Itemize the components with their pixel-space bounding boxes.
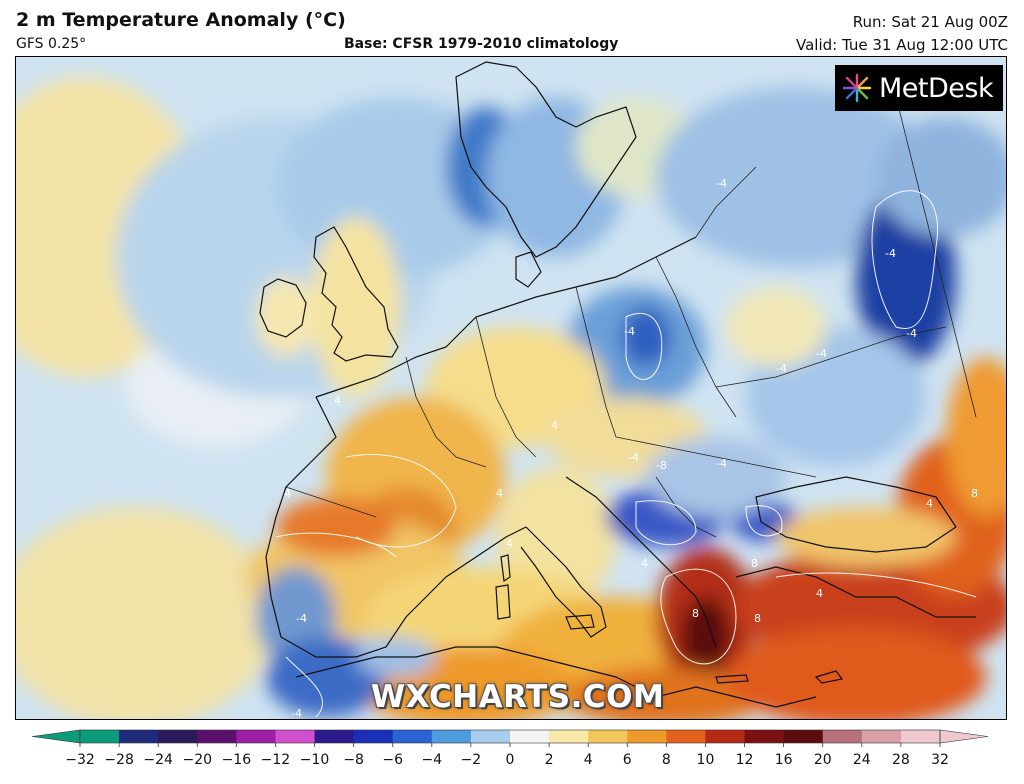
colorbar-tick-label: 4 [584, 752, 593, 768]
colorbar-tick-label: 2 [545, 752, 554, 768]
colorbar-min-arrow [31, 729, 81, 744]
colorbar-tick-label: −2 [461, 752, 482, 768]
colorbar-tick-label: −10 [300, 752, 330, 768]
colorbar-ticks: −32 −28 −24 −20 −16 −12 −10 −8 −6 −4 −2 0 2 4 6 8 10 12 16… [65, 743, 949, 768]
metdesk-logo: MetDesk [835, 65, 1003, 111]
contour-label: 4 [284, 487, 291, 500]
colorbar-tick-label: 16 [775, 752, 793, 768]
colorbar-tick-label: −12 [261, 752, 291, 768]
country-borders [285, 96, 977, 538]
colorbar-tick-label: 0 [506, 752, 515, 768]
colorbar-swatch [119, 730, 159, 743]
model-label: GFS 0.25° [16, 36, 87, 52]
colorbar-tick-label: 12 [736, 752, 754, 768]
contour-label: -4 [906, 327, 917, 340]
colorbar-swatch [353, 730, 394, 743]
colorbar-tick-label: −32 [65, 752, 95, 768]
colorbar-swatch [510, 730, 550, 743]
colorbar-swatch [314, 730, 355, 743]
contour-label: 4 [551, 419, 558, 432]
colorbar-tick-label: −4 [421, 752, 442, 768]
colorbar-swatch [588, 730, 628, 743]
contour-label: -4 [776, 362, 787, 375]
contour-label: 8 [754, 612, 761, 625]
colorbar-max-arrow [939, 729, 989, 744]
temperature-anomaly-map[interactable]: -4 -4 -4 -4 -4 -4 -4 -4 -4 -4 -8 4 4 4 4… [15, 56, 1007, 720]
colorbar-tick-label: −8 [343, 752, 364, 768]
colorbar-tick-label: −24 [143, 752, 173, 768]
colorbar-swatch [392, 730, 433, 743]
colorbar-swatch [197, 730, 237, 743]
contour-label: 8 [971, 487, 978, 500]
colorbar-swatch [783, 730, 824, 743]
chart-title: 2 m Temperature Anomaly (°C) [16, 9, 346, 31]
colorbar-tick-label: 6 [623, 752, 632, 768]
colorbar-swatches [31, 729, 989, 744]
colorbar-swatch [470, 730, 511, 743]
colorbar-swatch [549, 730, 589, 743]
colorbar-legend: −32 −28 −24 −20 −16 −12 −10 −8 −6 −4 −2 0 2 4 6 8 10 12 16… [31, 729, 989, 768]
colorbar-tick-label: 24 [853, 752, 871, 768]
run-time-label: Run: Sat 21 Aug 00Z [852, 13, 1008, 31]
map-canvas: -4 -4 -4 -4 -4 -4 -4 -4 -4 -4 -8 4 4 4 4… [16, 57, 1006, 719]
wxcharts-watermark: WXCHARTS.COM [371, 679, 665, 715]
colorbar-swatch [431, 730, 472, 743]
contour-label-group: -4 -4 -4 -4 -4 -4 -4 -4 -4 -4 -8 4 4 4 4… [284, 177, 978, 719]
contour-label: -4 [296, 612, 307, 625]
colorbar-swatch [705, 730, 746, 743]
colorbar-tick-label: −28 [104, 752, 134, 768]
contour-label: -4 [628, 451, 639, 464]
contour-label: 4 [816, 587, 823, 600]
contour-label: 4 [334, 394, 341, 407]
contour-label: 4 [641, 557, 648, 570]
climatology-base-label: Base: CFSR 1979-2010 climatology [344, 36, 619, 52]
colorbar-swatch [744, 730, 785, 743]
contour-label: 8 [751, 557, 758, 570]
colorbar-swatch [900, 730, 941, 743]
contour-label: -4 [816, 347, 827, 360]
contour-label: 4 [926, 497, 933, 510]
colorbar-tick-label: 8 [662, 752, 671, 768]
contour-label: 8 [692, 607, 699, 620]
colorbar-tick-label: 28 [892, 752, 910, 768]
colorbar-tick-label: −20 [182, 752, 212, 768]
coastlines [259, 61, 976, 708]
metdesk-logo-text: MetDesk [879, 72, 994, 104]
valid-time-label: Valid: Tue 31 Aug 12:00 UTC [796, 36, 1008, 54]
contour-label: -4 [624, 325, 635, 338]
colorbar-swatch [275, 730, 316, 743]
colorbar-tick-label: 32 [931, 752, 949, 768]
contour-label: -4 [885, 247, 896, 260]
colorbar-swatch [822, 730, 863, 743]
anomaly-contours [275, 190, 977, 718]
colorbar-swatch [627, 730, 667, 743]
metdesk-logo-icon [842, 73, 872, 103]
colorbar-swatch [80, 730, 120, 743]
colorbar-swatch [666, 730, 706, 743]
contour-label: -8 [656, 459, 667, 472]
contour-label: -4 [716, 457, 727, 470]
anomaly-field [16, 77, 1006, 719]
colorbar-swatch [861, 730, 902, 743]
contour-label: -4 [716, 177, 727, 190]
colorbar-swatch [236, 730, 276, 743]
contour-label: -4 [291, 707, 302, 719]
contour-label: 4 [496, 487, 503, 500]
colorbar-tick-label: 10 [697, 752, 715, 768]
colorbar-tick-label: −16 [222, 752, 252, 768]
colorbar-tick-label: −6 [382, 752, 403, 768]
contour-label: 4 [506, 537, 513, 550]
colorbar-tick-label: 20 [814, 752, 832, 768]
colorbar-swatch [158, 730, 198, 743]
